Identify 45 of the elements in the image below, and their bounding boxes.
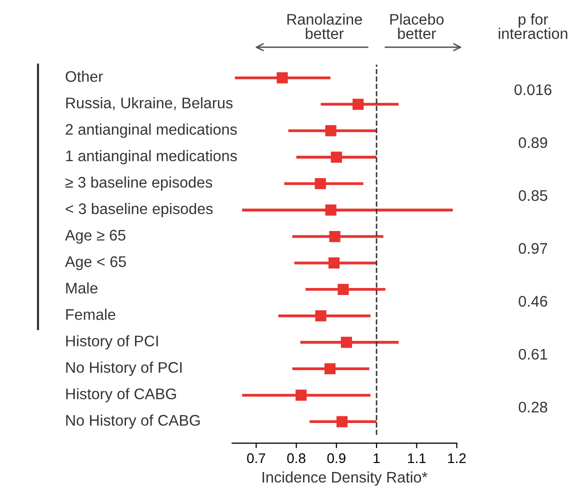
- text: Ranolazine better: [287, 14, 362, 39]
- y-tick-label: History of CABG: [66, 388, 176, 402]
- point: [325, 125, 336, 136]
- y-tick-label: 1 antianginal medications: [66, 150, 237, 164]
- point: [325, 204, 336, 216]
- x-tick-label: 1.1: [408, 453, 426, 463]
- y-tick-label: Russia, Ukraine, Belarus: [66, 97, 233, 110]
- y-tick-label: No History of CABG: [66, 414, 200, 429]
- text: 0.61: [518, 348, 548, 360]
- point: [340, 336, 352, 348]
- y-tick-label: < 3 baseline episodes: [66, 202, 213, 218]
- text: Placebo better: [390, 14, 444, 39]
- x-tick-label: 1.2: [448, 453, 466, 463]
- point: [338, 284, 349, 295]
- point: [328, 257, 340, 269]
- y-tick-label: Age ≥ 65: [65, 230, 126, 244]
- point: [336, 416, 348, 428]
- text: 0.97: [518, 243, 548, 254]
- point: [324, 363, 336, 374]
- y-tick-label: Male: [66, 282, 98, 294]
- point: [296, 390, 307, 401]
- text: p for interaction: [498, 14, 568, 39]
- x-tick-label: 1: [374, 453, 380, 463]
- point: [352, 98, 364, 110]
- x-tick-label: 0.7: [247, 453, 266, 464]
- point: [329, 230, 340, 242]
- point: [330, 152, 342, 163]
- y-tick-label: Other: [66, 70, 103, 82]
- point: [314, 178, 326, 190]
- y-tick-label: History of PCI: [66, 335, 158, 350]
- y-tick-label: Female: [66, 308, 116, 320]
- point: [315, 310, 326, 322]
- text: 0.89: [518, 137, 548, 148]
- x-tick-label: 0.9: [327, 453, 346, 464]
- y-tick-label: No History of PCI: [66, 362, 182, 376]
- text: 0.85: [518, 190, 548, 201]
- y-tick-label: Age < 65: [65, 256, 126, 270]
- text: 0.28: [518, 402, 548, 413]
- x-tick-label: 0.8: [287, 453, 306, 464]
- x-axis-title: Incidence Density Ratio*: [262, 471, 428, 486]
- text: 0.016: [514, 84, 552, 96]
- y-tick-label: ≥ 3 baseline episodes: [65, 176, 212, 191]
- point: [276, 72, 288, 84]
- y-tick-label: 2 antianginal medications: [66, 124, 237, 138]
- text: 0.46: [518, 296, 548, 307]
